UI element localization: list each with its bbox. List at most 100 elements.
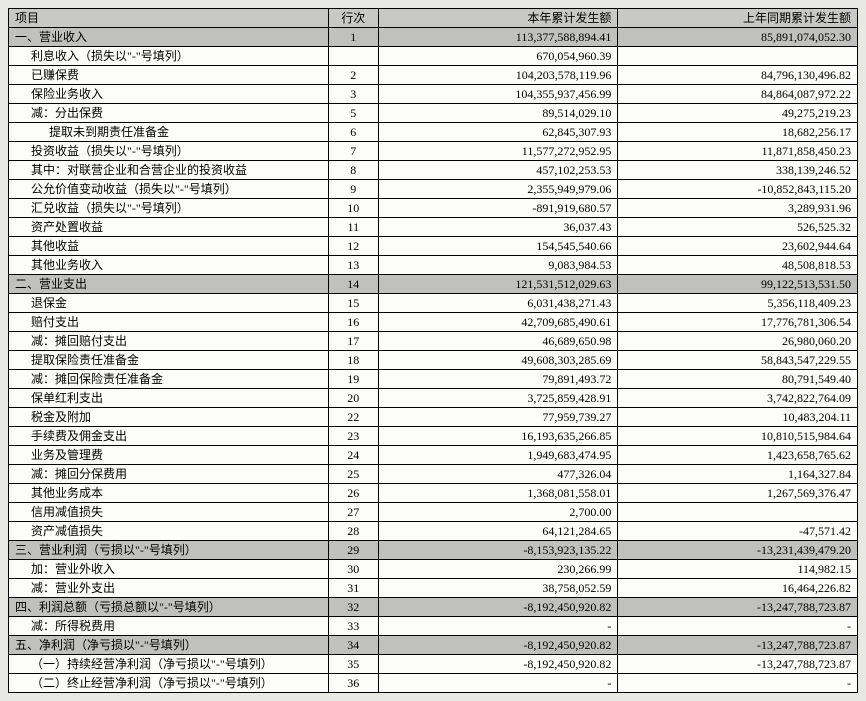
table-row: （二）终止经营净利润（净亏损以"-"号填列）36-- (9, 674, 858, 693)
cell-item: 五、净利润（净亏损以"-"号填列） (9, 636, 329, 655)
table-row: 二、营业支出14121,531,512,029.6399,122,513,531… (9, 275, 858, 294)
cell-current: -891,919,680.57 (378, 199, 618, 218)
cell-item: 二、营业支出 (9, 275, 329, 294)
cell-line: 20 (328, 389, 378, 408)
cell-current: 11,577,272,952.95 (378, 142, 618, 161)
cell-line: 27 (328, 503, 378, 522)
cell-current: 3,725,859,428.91 (378, 389, 618, 408)
cell-line: 26 (328, 484, 378, 503)
cell-current: 2,700.00 (378, 503, 618, 522)
table-row: 公允价值变动收益（损失以"-"号填列）92,355,949,979.06-10,… (9, 180, 858, 199)
table-row: 资产减值损失2864,121,284.65-47,571.42 (9, 522, 858, 541)
cell-prior: 49,275,219.23 (618, 104, 858, 123)
cell-prior: 85,891,074,052.30 (618, 28, 858, 47)
cell-current: 16,193,635,266.85 (378, 427, 618, 446)
cell-current: 230,266.99 (378, 560, 618, 579)
table-row: 资产处置收益1136,037.43526,525.32 (9, 218, 858, 237)
cell-prior: 5,356,118,409.23 (618, 294, 858, 313)
cell-line: 32 (328, 598, 378, 617)
cell-current: 89,514,029.10 (378, 104, 618, 123)
table-row: 减：摊回赔付支出1746,689,650.9826,980,060.20 (9, 332, 858, 351)
table-row: 税金及附加2277,959,739.2710,483,204.11 (9, 408, 858, 427)
table-row: 退保金156,031,438,271.435,356,118,409.23 (9, 294, 858, 313)
table-row: 加：营业外收入30230,266.99114,982.15 (9, 560, 858, 579)
cell-prior: 23,602,944.64 (618, 237, 858, 256)
cell-prior: - (618, 674, 858, 693)
cell-current: 9,083,984.53 (378, 256, 618, 275)
table-row: 五、净利润（净亏损以"-"号填列）34-8,192,450,920.82-13,… (9, 636, 858, 655)
cell-line: 15 (328, 294, 378, 313)
cell-prior: -13,231,439,479.20 (618, 541, 858, 560)
cell-line: 35 (328, 655, 378, 674)
cell-current: -8,192,450,920.82 (378, 655, 618, 674)
cell-item: 投资收益（损失以"-"号填列） (9, 142, 329, 161)
cell-item: 汇兑收益（损失以"-"号填列） (9, 199, 329, 218)
cell-line: 3 (328, 85, 378, 104)
table-row: 保险业务收入3104,355,937,456.9984,864,087,972.… (9, 85, 858, 104)
cell-line: 13 (328, 256, 378, 275)
cell-prior: 10,810,515,984.64 (618, 427, 858, 446)
cell-prior: -10,852,843,115.20 (618, 180, 858, 199)
cell-item: 其中：对联营企业和合营企业的投资收益 (9, 161, 329, 180)
cell-item: 其他业务成本 (9, 484, 329, 503)
cell-prior: -13,247,788,723.87 (618, 636, 858, 655)
table-row: 投资收益（损失以"-"号填列）711,577,272,952.9511,871,… (9, 142, 858, 161)
cell-item: 利息收入（损失以"-"号填列） (9, 47, 329, 66)
cell-line: 31 (328, 579, 378, 598)
cell-line: 22 (328, 408, 378, 427)
cell-line: 7 (328, 142, 378, 161)
col-header-line: 行次 (328, 9, 378, 28)
cell-current: 49,608,303,285.69 (378, 351, 618, 370)
cell-item: 减：分出保费 (9, 104, 329, 123)
cell-item: 减：摊回分保费用 (9, 465, 329, 484)
cell-line: 11 (328, 218, 378, 237)
cell-line: 6 (328, 123, 378, 142)
cell-current: 77,959,739.27 (378, 408, 618, 427)
cell-current: - (378, 674, 618, 693)
cell-current: 457,102,253.53 (378, 161, 618, 180)
cell-prior: 11,871,858,450.23 (618, 142, 858, 161)
cell-current: 1,368,081,558.01 (378, 484, 618, 503)
table-row: 手续费及佣金支出2316,193,635,266.8510,810,515,98… (9, 427, 858, 446)
cell-item: 资产处置收益 (9, 218, 329, 237)
cell-line: 2 (328, 66, 378, 85)
table-row: 减：摊回保险责任准备金1979,891,493.7280,791,549.40 (9, 370, 858, 389)
cell-current: 6,031,438,271.43 (378, 294, 618, 313)
cell-item: 加：营业外收入 (9, 560, 329, 579)
table-row: 其他业务成本261,368,081,558.011,267,569,376.47 (9, 484, 858, 503)
cell-prior: 26,980,060.20 (618, 332, 858, 351)
cell-line: 14 (328, 275, 378, 294)
cell-item: 减：营业外支出 (9, 579, 329, 598)
cell-prior: -13,247,788,723.87 (618, 655, 858, 674)
table-row: 四、利润总额（亏损总额以"-"号填列）32-8,192,450,920.82-1… (9, 598, 858, 617)
cell-prior: -13,247,788,723.87 (618, 598, 858, 617)
table-row: 提取保险责任准备金1849,608,303,285.6958,843,547,2… (9, 351, 858, 370)
cell-prior: 48,508,818.53 (618, 256, 858, 275)
cell-line: 16 (328, 313, 378, 332)
table-row: 一、营业收入1113,377,588,894.4185,891,074,052.… (9, 28, 858, 47)
cell-line: 1 (328, 28, 378, 47)
cell-item: 已赚保费 (9, 66, 329, 85)
cell-line: 29 (328, 541, 378, 560)
table-header-row: 项目 行次 本年累计发生额 上年同期累计发生额 (9, 9, 858, 28)
table-row: 其他收益12154,545,540.6623,602,944.64 (9, 237, 858, 256)
cell-item: 减：摊回赔付支出 (9, 332, 329, 351)
table-row: 已赚保费2104,203,578,119.9684,796,130,496.82 (9, 66, 858, 85)
cell-prior: 1,164,327.84 (618, 465, 858, 484)
cell-line: 33 (328, 617, 378, 636)
cell-current: 154,545,540.66 (378, 237, 618, 256)
cell-prior: 1,267,569,376.47 (618, 484, 858, 503)
cell-current: 121,531,512,029.63 (378, 275, 618, 294)
cell-current: 62,845,307.93 (378, 123, 618, 142)
col-header-current: 本年累计发生额 (378, 9, 618, 28)
cell-line: 28 (328, 522, 378, 541)
cell-prior: 10,483,204.11 (618, 408, 858, 427)
cell-line: 25 (328, 465, 378, 484)
cell-current: 477,326.04 (378, 465, 618, 484)
cell-prior: 1,423,658,765.62 (618, 446, 858, 465)
income-statement-table: 项目 行次 本年累计发生额 上年同期累计发生额 一、营业收入1113,377,5… (8, 8, 858, 693)
cell-current: 79,891,493.72 (378, 370, 618, 389)
cell-line (328, 47, 378, 66)
cell-current: 113,377,588,894.41 (378, 28, 618, 47)
cell-current: 2,355,949,979.06 (378, 180, 618, 199)
